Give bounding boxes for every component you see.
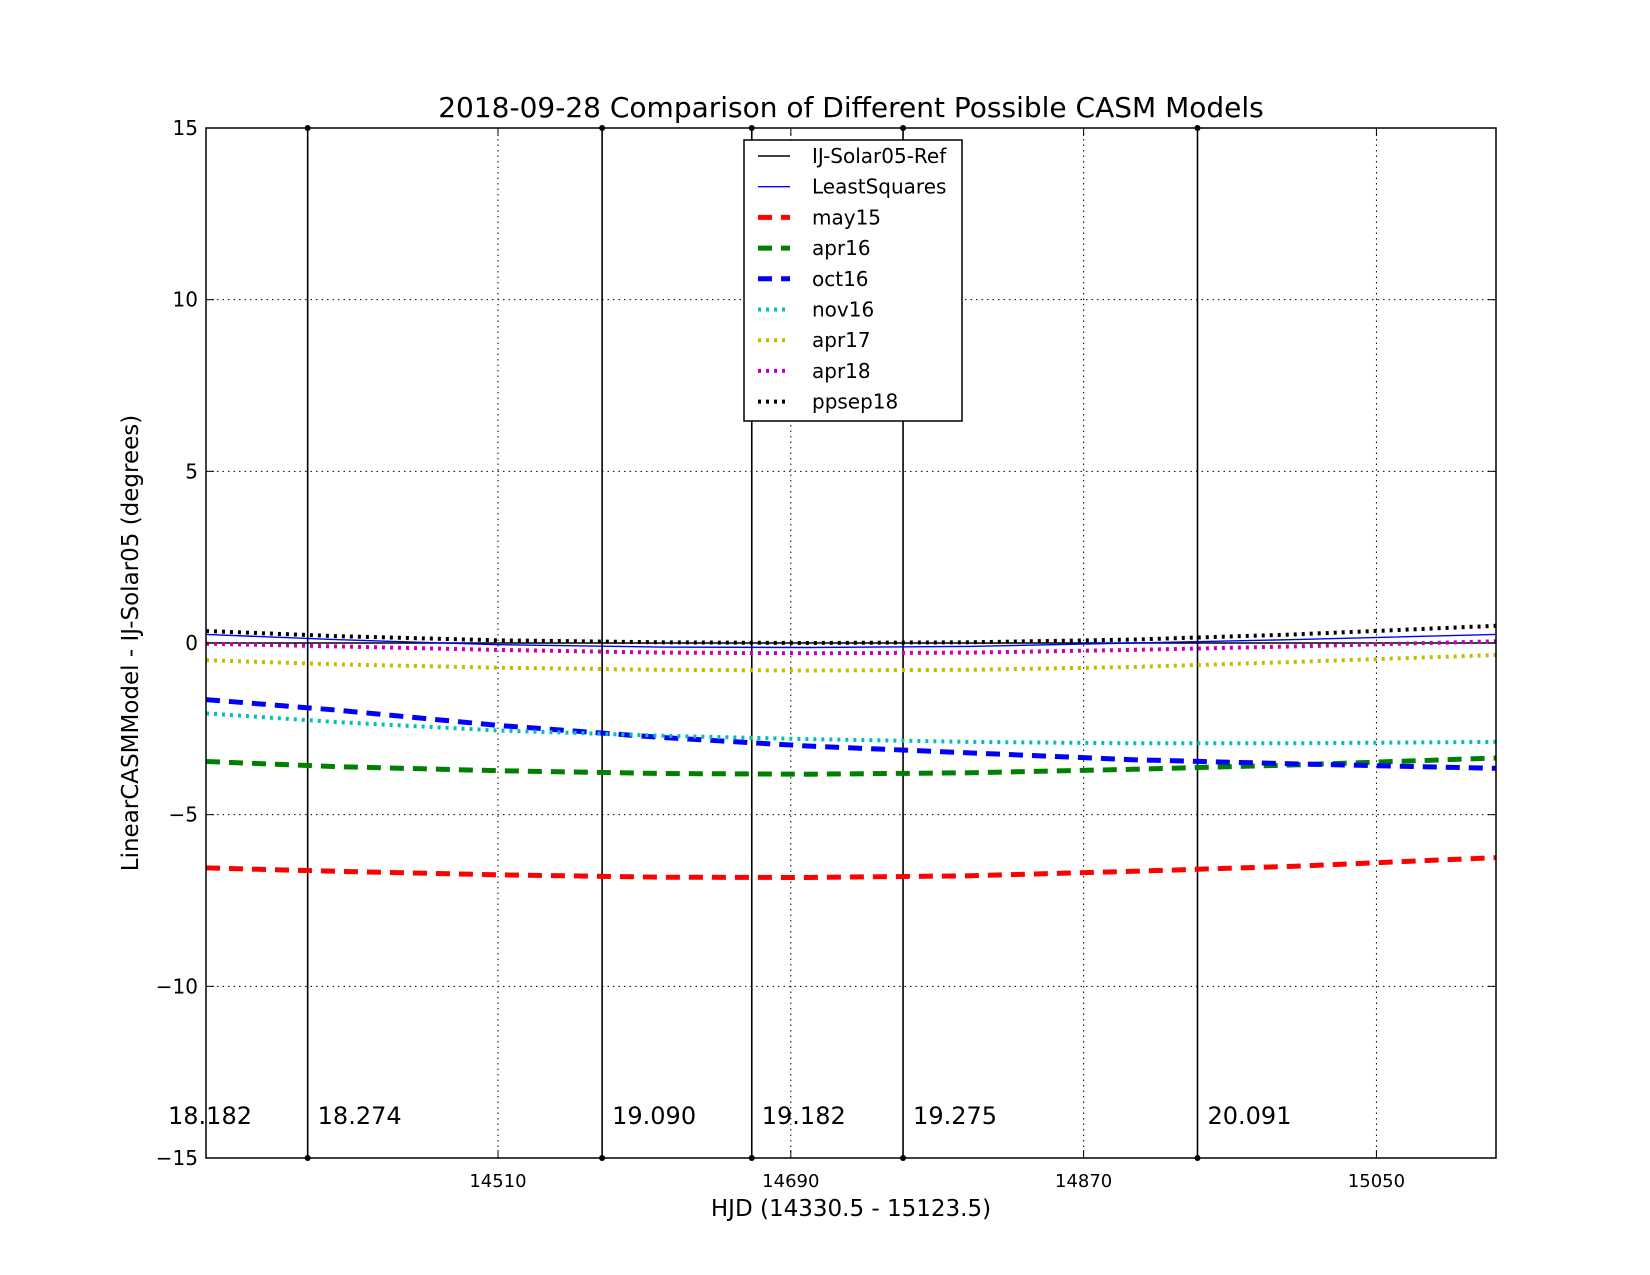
legend-label: apr16	[812, 236, 871, 260]
marker-label: 18.182	[168, 1102, 252, 1130]
x-tick-label: 15050	[1348, 1171, 1405, 1192]
legend-label: apr18	[812, 359, 871, 383]
legend-label: oct16	[812, 267, 869, 291]
legend-label: IJ-Solar05-Ref	[812, 144, 947, 168]
marker-label: 19.275	[913, 1102, 997, 1130]
x-tick-label: 14510	[469, 1171, 526, 1192]
series-line-apr18	[205, 639, 1497, 656]
y-axis-label: LinearCASMModel - IJ-Solar05 (degrees)	[118, 415, 144, 871]
series-line-leastsquares	[205, 633, 1497, 649]
x-tick-label: 14870	[1055, 1171, 1112, 1192]
legend-label: may15	[812, 205, 881, 229]
series-line-nov16	[205, 711, 1497, 746]
legend-label: LeastSquares	[812, 175, 946, 199]
marker-label: 19.182	[762, 1102, 846, 1130]
legend-label: apr17	[812, 328, 871, 352]
x-tick-label: 14690	[762, 1171, 819, 1192]
y-tick-label: 10	[173, 288, 198, 312]
y-tick-label: 5	[185, 459, 198, 483]
marker-label: 18.274	[318, 1102, 402, 1130]
marker-labels: 18.274 19.090 19.182 19.275 20.091 18.182	[168, 1102, 1291, 1130]
series-line-may15	[205, 855, 1497, 880]
legend-label: ppsep18	[812, 390, 898, 414]
y-tick-label: −5	[169, 803, 198, 827]
marker-label: 20.091	[1207, 1102, 1291, 1130]
y-tick-label: −15	[156, 1146, 198, 1170]
legend-label: nov16	[812, 298, 874, 322]
chart-title: 2018-09-28 Comparison of Different Possi…	[438, 91, 1264, 124]
series-lines	[205, 623, 1497, 880]
y-tick-label: 0	[185, 631, 198, 655]
y-tick-label: −10	[156, 974, 198, 998]
y-tick-label: 15	[173, 116, 198, 140]
series-line-oct16	[205, 697, 1497, 771]
axis-ticks: −15 −10 −5 0 5 10 15 14510 14690 14870 15050	[156, 116, 1496, 1192]
x-axis-label: HJD (14330.5 - 15123.5)	[711, 1196, 991, 1222]
series-line-apr17	[205, 653, 1497, 673]
legend: IJ-Solar05-Ref LeastSquares may15 apr16 oct1…	[743, 139, 963, 422]
series-line-apr16	[205, 755, 1497, 777]
marker-label: 19.090	[612, 1102, 696, 1130]
series-line-ppsep18	[205, 623, 1497, 645]
